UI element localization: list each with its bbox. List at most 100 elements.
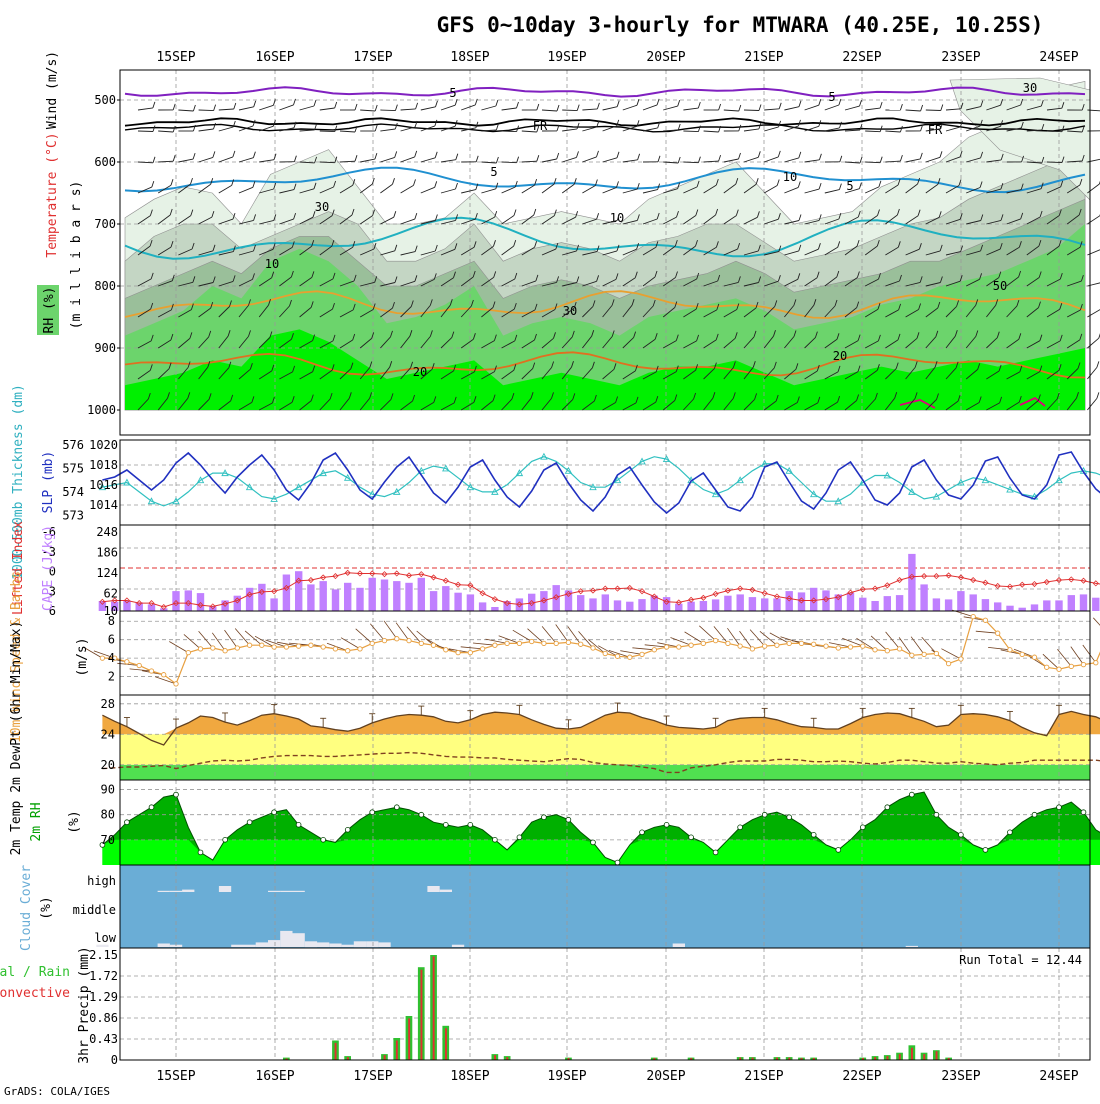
rh-point (468, 822, 473, 827)
cape-bar (295, 571, 302, 611)
cape-bar (945, 599, 952, 611)
level-1000: 1000 (87, 403, 116, 417)
cape-bar (589, 598, 596, 611)
cape-bar (381, 580, 388, 612)
top-date-23SEP: 23SEP (941, 50, 980, 65)
rh-point (1032, 812, 1037, 817)
rh-point (713, 850, 718, 855)
cloud-high-cell (268, 891, 280, 892)
cape-bar (871, 601, 878, 611)
sfc-barb (486, 639, 508, 643)
wind-point (885, 649, 889, 653)
sfc-barb (473, 643, 495, 645)
cape-bar (356, 588, 363, 611)
wind-point (211, 646, 215, 650)
cape-bar (687, 602, 694, 611)
slp-label: SLP (mb) (41, 451, 56, 514)
upper-air-panel: 55FRFR5510102020303010305050060070080090… (87, 70, 1100, 435)
wind-point (640, 652, 644, 656)
rh-point (566, 817, 571, 822)
cape-bar (749, 597, 756, 611)
wind-point (750, 647, 754, 651)
level-700: 700 (94, 217, 116, 231)
sfc-barb (671, 638, 692, 646)
wind-point (542, 641, 546, 645)
cape-bar (491, 607, 498, 611)
sfc-barb (370, 624, 384, 641)
wind-barb (1047, 162, 1062, 163)
cape-bar (283, 575, 290, 612)
sfc-barb (225, 630, 238, 648)
wind-point (713, 638, 717, 642)
rh-point (542, 815, 547, 820)
thickness-tick-573: 573 (62, 508, 84, 522)
cape-bar (798, 592, 805, 611)
cape-bar (1031, 604, 1038, 611)
sfc-barb (1071, 647, 1084, 665)
cloud-high-cell (293, 891, 305, 892)
cape-bar (724, 596, 731, 611)
sfc-barb (750, 630, 765, 647)
cloud-high-cell (182, 890, 194, 892)
cloud-high-cell (440, 890, 452, 892)
precip-conv-bar (433, 957, 435, 1061)
rh-point (394, 805, 399, 810)
cape-tick-124: 124 (96, 566, 118, 580)
cape-bar (602, 594, 609, 611)
cape-bar (136, 602, 143, 611)
wind-point (468, 650, 472, 654)
rh-point (345, 827, 350, 832)
rh-point (591, 840, 596, 845)
wind-point (591, 646, 595, 650)
cloud-bg (120, 865, 1090, 948)
wind-point (235, 646, 239, 650)
precip-total-label: Total / Rain (0, 965, 70, 980)
wind-barb (744, 110, 759, 111)
wind-point (395, 637, 399, 641)
wind-point (431, 643, 435, 647)
sfc-barb (685, 632, 704, 644)
wind-tick-2: 2 (108, 670, 115, 684)
upper-wind-label: Wind (m/s) (45, 51, 60, 129)
wind-point (346, 649, 350, 653)
wind-point (223, 649, 227, 653)
wind-point (321, 645, 325, 649)
rh-label: 2m RH (29, 802, 44, 841)
rh-point (738, 825, 743, 830)
cape-bar (1043, 600, 1050, 611)
cape-bar (1092, 598, 1099, 611)
rh-point (983, 848, 988, 853)
cape-bar (320, 581, 327, 611)
wind-point (1032, 655, 1036, 659)
rh-point (860, 825, 865, 830)
contour-label-9: 20 (833, 349, 847, 363)
rh-point (615, 860, 620, 865)
cloud-label-low: low (94, 931, 116, 945)
rh-point (1008, 830, 1013, 835)
cloud-low-cell (280, 931, 292, 947)
wind-barb (320, 131, 335, 132)
wind-point (1081, 662, 1085, 666)
sfc-barb (976, 631, 998, 633)
wind-point (419, 641, 423, 645)
cape-bar (418, 578, 425, 611)
upper-temp-label: Temperature (°C) (45, 132, 60, 257)
sfc-barb (169, 642, 188, 653)
cloud-low-cell (342, 945, 354, 947)
wind-point (530, 639, 534, 643)
precip-conv-bar (911, 1048, 913, 1060)
temp-band-low (120, 765, 1090, 780)
top-date-15SEP: 15SEP (156, 50, 195, 65)
wind-point (444, 648, 448, 652)
rh-unit: (%) (67, 810, 82, 833)
wind-point (272, 645, 276, 649)
slp-tick-1018: 1018 (89, 458, 118, 472)
cloud-low-cell (906, 946, 918, 947)
cloud-label: Cloud Cover (19, 865, 34, 951)
wind-point (566, 640, 570, 644)
rh-point (934, 812, 939, 817)
